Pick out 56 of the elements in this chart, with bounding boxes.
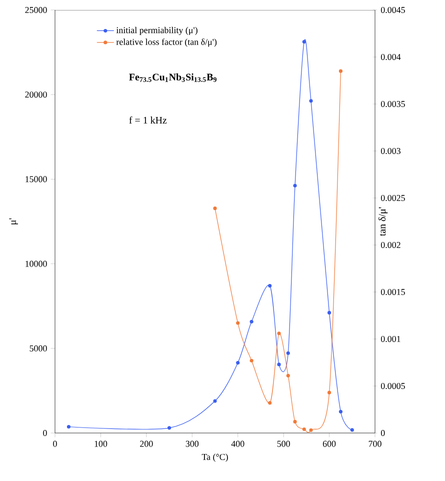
y2-tick-label: 0.003: [380, 148, 400, 154]
x-axis-title: Ta (°C): [202, 454, 228, 462]
point: [327, 310, 332, 314]
legend-label: initial permiability (μ'): [116, 26, 198, 36]
point: [293, 184, 297, 188]
point: [268, 284, 272, 288]
y-tick-label: 20000: [25, 92, 47, 98]
x-tick-label: 0: [53, 440, 57, 447]
y2-tick-label: 0.002: [380, 242, 400, 248]
point: [213, 399, 217, 403]
point: [277, 362, 281, 366]
point: [268, 401, 272, 405]
x-tick-label: 500: [277, 440, 290, 447]
y-tick-label: 10000: [26, 260, 47, 267]
point: [309, 428, 313, 432]
point: [338, 410, 343, 414]
y-tick-label: 0: [43, 430, 47, 436]
point: [236, 360, 240, 365]
y2-tick-label: 0.001: [380, 336, 400, 342]
x-tick-label: 600: [322, 440, 336, 447]
annotation: f = 1 kHz: [129, 116, 167, 124]
y2-tick-label: 0.0045: [380, 6, 405, 14]
point: [250, 358, 254, 362]
x-tick-label: 400: [231, 440, 244, 447]
point: [66, 424, 71, 429]
point: [350, 428, 354, 432]
y2-tick-label: 0.0015: [380, 288, 405, 296]
y-tick-label: 15000: [26, 176, 47, 182]
point: [167, 426, 172, 430]
y2-tick-label: 0.0035: [380, 100, 405, 108]
point: [213, 206, 217, 210]
y2-tick-label: 0.0025: [380, 194, 405, 202]
x-tick-label: 200: [140, 440, 153, 447]
point: [338, 69, 343, 73]
point: [327, 390, 332, 394]
y-tick-label: 25000: [25, 6, 47, 14]
x-tick-label: 100: [94, 440, 108, 447]
point: [286, 374, 290, 378]
y-axis-title: μ': [9, 218, 18, 224]
point: [293, 420, 297, 424]
point: [302, 427, 306, 432]
text: Fe$_{73.5}$Cu$_{1}$Nb$_{3}$Si$_{13.5}$B$_{9}$: [129, 73, 216, 82]
x-tick-label: 300: [186, 440, 199, 447]
point: [309, 99, 313, 103]
point: [236, 321, 240, 325]
legend-label: relative loss factor (tan δ/μ'): [116, 38, 217, 47]
x-tick-label: 700: [368, 440, 382, 447]
y-tick-label: 5000: [30, 345, 47, 352]
point: [277, 332, 281, 336]
point: [250, 320, 254, 324]
y2-axis-title: tan δ/μ': [378, 207, 388, 236]
y2-tick-label: 0: [380, 430, 385, 436]
y2-tick-label: 0.004: [380, 54, 401, 60]
point: [286, 351, 290, 355]
y2-tick-label: 0.0005: [380, 382, 405, 390]
point: [302, 40, 306, 44]
